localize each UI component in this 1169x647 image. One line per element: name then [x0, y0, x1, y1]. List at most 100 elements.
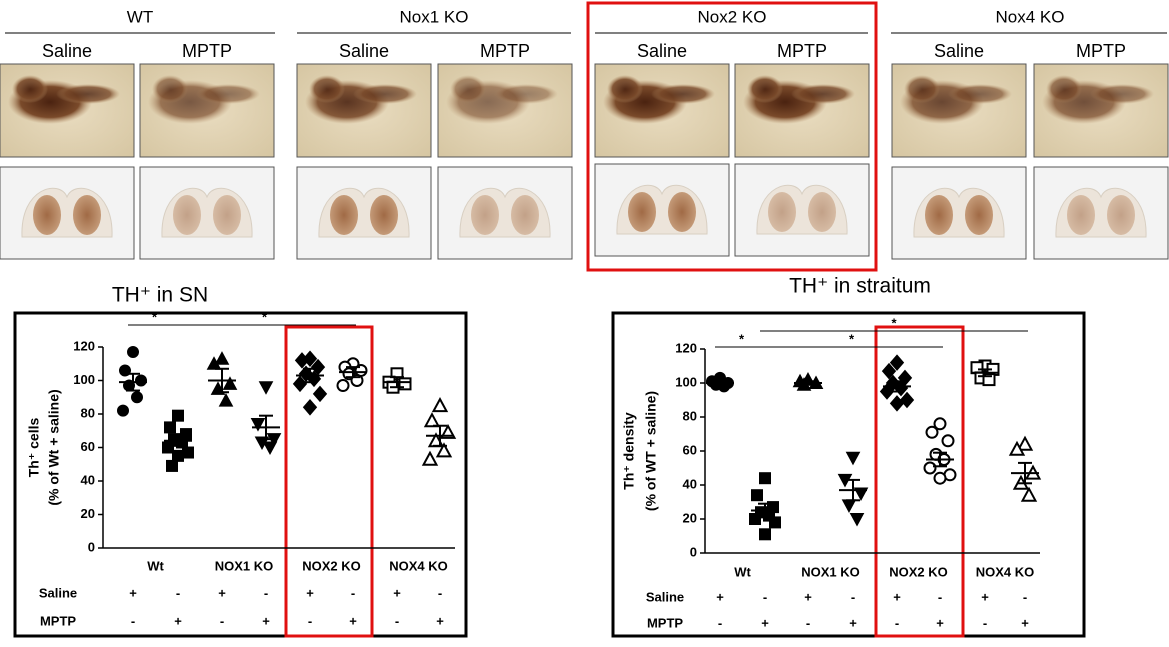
th-staining	[152, 75, 188, 103]
data-point	[182, 446, 194, 459]
data-point	[889, 395, 905, 412]
treatment-mark: -	[763, 589, 767, 604]
treatment-mark: +	[306, 585, 314, 600]
treatment-mark: +	[218, 585, 226, 600]
data-point	[294, 352, 310, 369]
striatum-staining	[925, 195, 953, 235]
y-axis-label: (% of WT + saline)	[643, 391, 659, 511]
data-point	[336, 379, 350, 393]
data-point	[302, 399, 318, 416]
data-point	[769, 516, 781, 529]
treatment-mark: -	[264, 585, 268, 600]
panel-group-label: Nox4 KO	[996, 7, 1065, 26]
striatum-staining	[330, 195, 358, 235]
treatment-mark: -	[938, 589, 942, 604]
panel-column-label: Saline	[42, 41, 92, 61]
treatment-mark: -	[895, 615, 899, 630]
y-axis-label: Th⁺ density	[621, 412, 637, 490]
group-label: NOX2 KO	[302, 558, 361, 573]
data-point	[1020, 486, 1038, 502]
y-axis-label: Th⁺ cells	[26, 418, 42, 478]
th-staining	[747, 75, 783, 103]
striatum-staining	[173, 195, 201, 235]
treatment-mark: -	[131, 613, 135, 628]
chart-frame	[611, 311, 1086, 638]
data-point	[421, 450, 439, 466]
data-point	[1016, 435, 1034, 451]
data-point	[312, 385, 328, 403]
data-point	[164, 421, 176, 434]
panel-group-label: WT	[127, 7, 153, 26]
y-tick-label: 60	[81, 439, 95, 454]
treatment-mark: -	[1023, 589, 1027, 604]
data-point	[759, 528, 771, 541]
data-point	[879, 383, 895, 400]
panel-group-label: Nox1 KO	[400, 7, 469, 26]
chart-title: TH⁺ in straitum	[789, 275, 931, 298]
panel-column-label: Saline	[637, 41, 687, 61]
panel-group-label: Nox2 KO	[698, 7, 767, 26]
treatment-label: MPTP	[40, 613, 76, 628]
data-point	[250, 418, 266, 432]
data-point	[222, 376, 238, 390]
striatum-staining	[213, 195, 241, 235]
significance-label: *	[739, 331, 745, 346]
data-point	[759, 472, 771, 485]
striatum-staining	[628, 192, 656, 232]
th-staining	[948, 84, 1012, 104]
significance-label: *	[152, 309, 158, 324]
data-point	[841, 499, 857, 513]
treatment-mark: +	[849, 615, 857, 630]
significance-label: *	[849, 331, 855, 346]
treatment-label: Saline	[39, 585, 77, 600]
y-tick-label: 40	[81, 472, 95, 487]
treatment-mark: -	[176, 585, 180, 600]
treatment-mark: -	[851, 589, 855, 604]
th-staining	[494, 84, 558, 104]
chart-frame	[13, 311, 468, 638]
data-point	[135, 374, 147, 387]
treatment-mark: +	[936, 615, 944, 630]
data-point	[982, 373, 996, 387]
group-label: NOX4 KO	[976, 564, 1035, 579]
panel-column-label: MPTP	[1076, 41, 1126, 61]
data-point	[166, 459, 178, 472]
data-point	[423, 412, 441, 428]
panel-column-label: MPTP	[777, 41, 827, 61]
chart-title: TH⁺ in SN	[112, 284, 208, 307]
y-tick-label: 20	[81, 506, 95, 521]
striatum-staining	[1067, 195, 1095, 235]
treatment-label: MPTP	[647, 615, 683, 630]
treatment-mark: +	[262, 613, 270, 628]
data-point	[749, 513, 761, 525]
th-staining	[56, 84, 120, 104]
striatum-staining	[471, 195, 499, 235]
treatment-mark: -	[308, 613, 312, 628]
group-label: Wt	[147, 558, 164, 573]
th-staining	[651, 84, 715, 104]
striatum-staining	[668, 192, 696, 232]
data-point	[262, 441, 278, 456]
data-point	[258, 381, 274, 395]
data-point	[172, 409, 184, 422]
y-tick-label: 0	[88, 539, 95, 554]
striatum-staining	[808, 192, 836, 232]
th-staining	[353, 84, 417, 104]
treatment-mark: +	[716, 589, 724, 604]
treatment-mark: -	[718, 615, 722, 630]
data-point	[933, 417, 947, 431]
treatment-label: Saline	[646, 589, 684, 604]
data-point	[218, 393, 234, 407]
treatment-mark: +	[804, 589, 812, 604]
data-point	[881, 362, 897, 380]
striatum-staining	[965, 195, 993, 235]
data-point	[889, 354, 905, 371]
data-point	[117, 404, 129, 417]
y-tick-label: 100	[73, 372, 95, 387]
th-staining	[791, 84, 855, 104]
th-staining	[196, 84, 260, 104]
striatum-staining	[768, 192, 796, 232]
treatment-mark: -	[806, 615, 810, 630]
highlight-box	[586, 1, 878, 272]
y-tick-label: 120	[675, 340, 697, 355]
